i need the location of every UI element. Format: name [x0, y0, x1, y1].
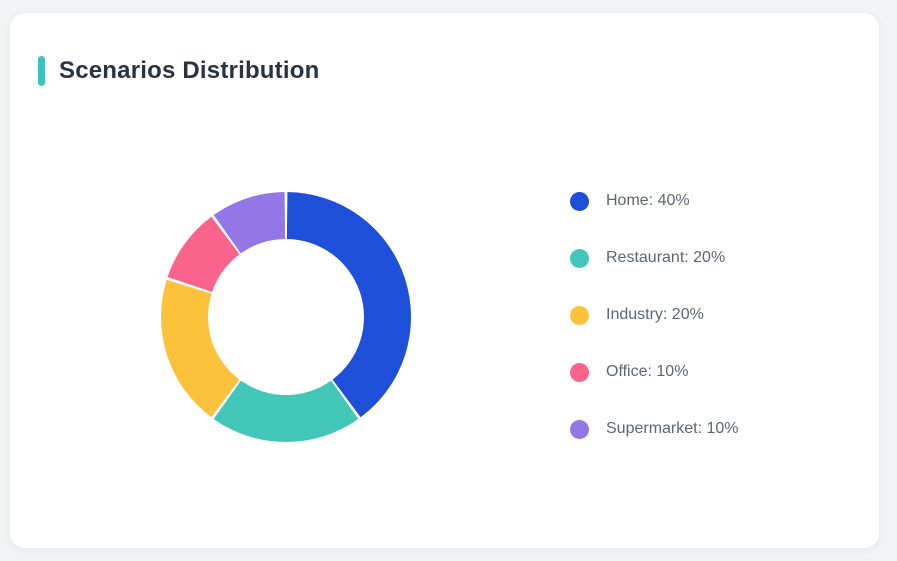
- legend-dot-office: [570, 362, 589, 382]
- donut-chart-svg: [161, 192, 411, 442]
- legend-item-home[interactable]: Home: 40%: [570, 191, 739, 211]
- donut-segment-restaurant[interactable]: [213, 380, 359, 442]
- donut-segment-industry[interactable]: [161, 279, 240, 418]
- donut-segment-supermarket[interactable]: [213, 192, 286, 254]
- legend-item-supermarket[interactable]: Supermarket: 10%: [570, 419, 739, 439]
- legend-dot-restaurant: [570, 248, 589, 268]
- legend-label: Office: 10%: [606, 363, 689, 380]
- card-header: Scenarios Distribution: [38, 56, 319, 86]
- legend-label: Industry: 20%: [606, 306, 704, 323]
- legend-dot-supermarket: [570, 419, 589, 439]
- legend-dot-home: [570, 191, 589, 211]
- legend-label: Restaurant: 20%: [606, 249, 726, 266]
- donut-segment-home[interactable]: [286, 192, 411, 418]
- legend-item-restaurant[interactable]: Restaurant: 20%: [570, 248, 739, 268]
- legend-label: Supermarket: 10%: [606, 420, 739, 437]
- donut-chart: [161, 192, 411, 442]
- page-title: Scenarios Distribution: [59, 57, 320, 84]
- legend-item-industry[interactable]: Industry: 20%: [570, 305, 739, 325]
- scenarios-distribution-card: Scenarios Distribution Home: 40% Restaura…: [9, 12, 880, 549]
- legend-label: Home: 40%: [606, 192, 690, 209]
- title-accent-bar: [38, 56, 45, 86]
- donut-segment-office[interactable]: [167, 216, 240, 293]
- legend-dot-industry: [570, 305, 589, 325]
- chart-legend: Home: 40% Restaurant: 20% Industry: 20% Off…: [570, 191, 739, 439]
- legend-item-office[interactable]: Office: 10%: [570, 362, 739, 382]
